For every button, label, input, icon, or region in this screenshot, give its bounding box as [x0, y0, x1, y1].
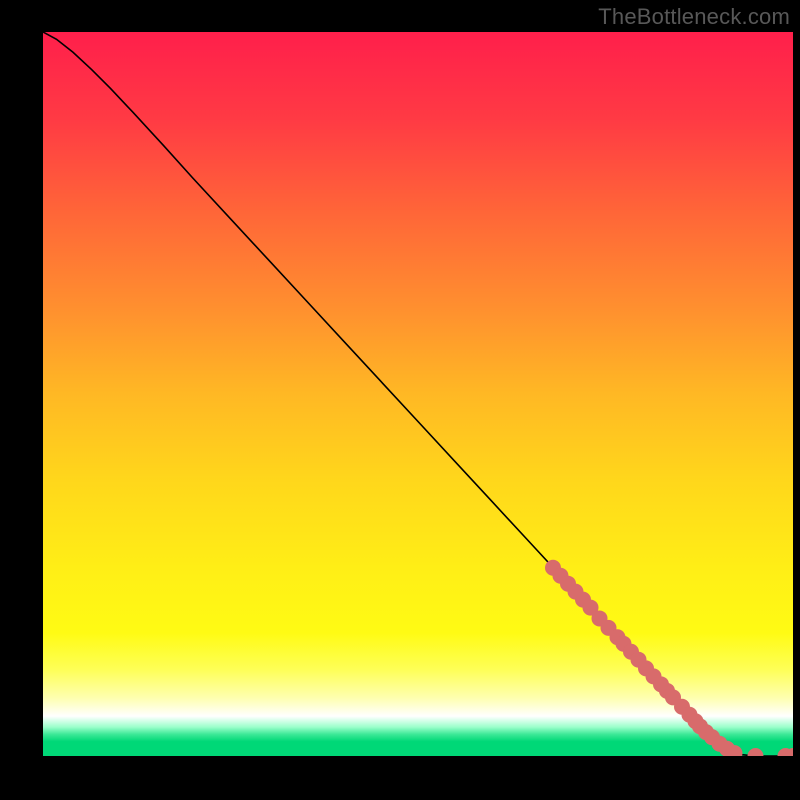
data-marker — [748, 748, 764, 756]
plot-area — [43, 32, 793, 756]
attribution-text: TheBottleneck.com — [598, 4, 790, 30]
chart-frame: TheBottleneck.com — [0, 0, 800, 800]
data-markers — [545, 560, 793, 756]
chart-overlay — [43, 32, 793, 756]
curve-line — [43, 32, 793, 756]
